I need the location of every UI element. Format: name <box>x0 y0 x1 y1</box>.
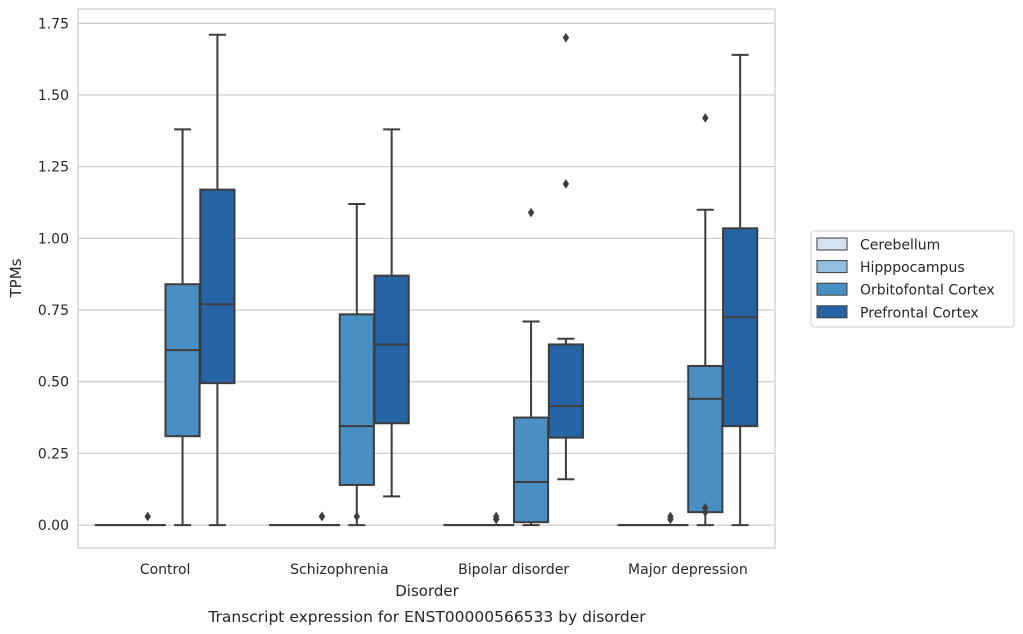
box-prefrontal-cortex <box>199 33 236 527</box>
y-tick-label: 0.75 <box>38 303 69 319</box>
y-tick-label: 0.25 <box>38 446 69 462</box>
box-body <box>199 188 236 385</box>
plot-frame <box>77 8 776 549</box>
box-prefrontal-cortex <box>547 32 584 481</box>
outlier-point <box>527 207 535 218</box>
box-hipppocampus <box>303 511 341 527</box>
y-tick-label: 0.00 <box>38 518 69 534</box>
outlier-point <box>702 113 709 123</box>
outlier-point <box>667 511 674 522</box>
legend-swatch <box>816 260 848 274</box>
chart-caption: Transcript expression for ENST0000056653… <box>207 608 646 626</box>
legend-label: Prefrontal Cortex <box>860 305 979 321</box>
box-body <box>164 283 201 438</box>
y-tick-label: 1.75 <box>38 16 69 32</box>
legend-label: Orbitofontal Cortex <box>860 283 995 299</box>
y-tick-label: 0.50 <box>38 375 69 391</box>
outlier-point <box>562 32 570 43</box>
box-orbitofontal-cortex <box>338 202 375 527</box>
box-orbitofontal-cortex <box>164 128 201 527</box>
legend-swatch <box>816 305 848 319</box>
legend-label: Cerebellum <box>860 238 940 254</box>
outlier-point <box>493 514 500 525</box>
outlier-point <box>318 511 326 522</box>
box-hipppocampus <box>478 511 515 527</box>
x-tick-label: Bipolar disorder <box>458 562 569 578</box>
box-hipppocampus <box>129 511 166 527</box>
x-tick-label: Major depression <box>628 562 748 578</box>
legend-frame <box>810 230 1015 328</box>
box-body <box>722 227 759 428</box>
box-body <box>547 343 584 439</box>
outlier-point <box>702 503 709 513</box>
y-tick-label: 1.00 <box>38 231 69 247</box>
box-body <box>512 416 550 524</box>
x-tick-labels: Control Schizophrenia Bipolar disorder Majo… <box>140 562 748 578</box>
y-axis-label: TPMs <box>7 258 25 298</box>
box-prefrontal-cortex <box>373 128 410 498</box>
outlier-point <box>562 179 570 189</box>
y-tick-label: 1.25 <box>38 160 69 176</box>
x-tick-label: Control <box>140 562 191 578</box>
outlier-point <box>353 511 360 522</box>
box-body <box>373 274 410 425</box>
outlier-point <box>144 511 151 522</box>
legend-label: Hipppocampus <box>860 260 965 276</box>
box-orbitofontal-cortex <box>687 113 724 527</box>
y-tick-label: 1.50 <box>38 88 69 104</box>
box-prefrontal-cortex <box>722 53 759 527</box>
box-hipppocampus <box>652 511 689 527</box>
y-tick-labels: 0.00 0.25 0.50 0.75 1.00 1.25 1.50 1.75 <box>38 16 69 534</box>
legend-swatch <box>816 237 848 251</box>
legend-swatch <box>816 282 848 296</box>
box-body <box>338 313 375 486</box>
box-body <box>687 364 724 514</box>
x-axis-label: Disorder <box>395 582 459 600</box>
legend: Cerebellum Hipppocampus Orbitofontal Corte… <box>810 230 1015 328</box>
box-orbitofontal-cortex <box>512 207 550 527</box>
plot-boxes <box>94 32 759 527</box>
x-tick-label: Schizophrenia <box>290 562 388 578</box>
